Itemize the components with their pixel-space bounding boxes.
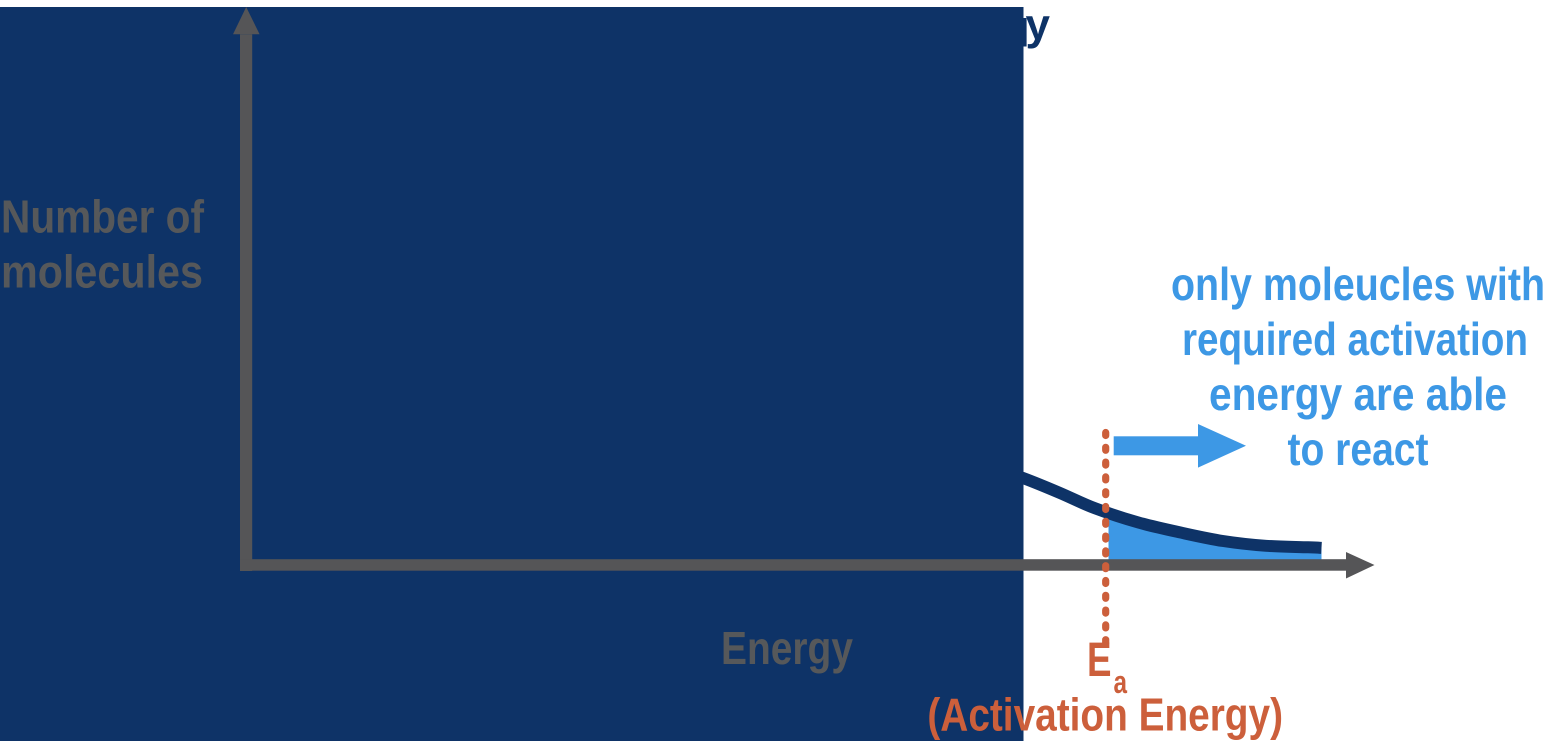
svg-text:E: E	[1087, 634, 1112, 687]
svg-text:required activation: required activation	[1182, 313, 1528, 365]
svg-text:to react: to react	[1288, 423, 1429, 475]
svg-text:only moleucles with: only moleucles with	[1171, 258, 1545, 310]
svg-text:molecules: molecules	[1, 245, 203, 297]
svg-text:a: a	[1114, 664, 1128, 700]
svg-text:(Activation Energy): (Activation Energy)	[927, 689, 1283, 741]
svg-text:y: y	[1026, 1, 1051, 50]
svg-text:Number of: Number of	[1, 190, 205, 242]
svg-text:Energy: Energy	[721, 622, 853, 674]
svg-text:energy are able: energy are able	[1209, 368, 1507, 420]
